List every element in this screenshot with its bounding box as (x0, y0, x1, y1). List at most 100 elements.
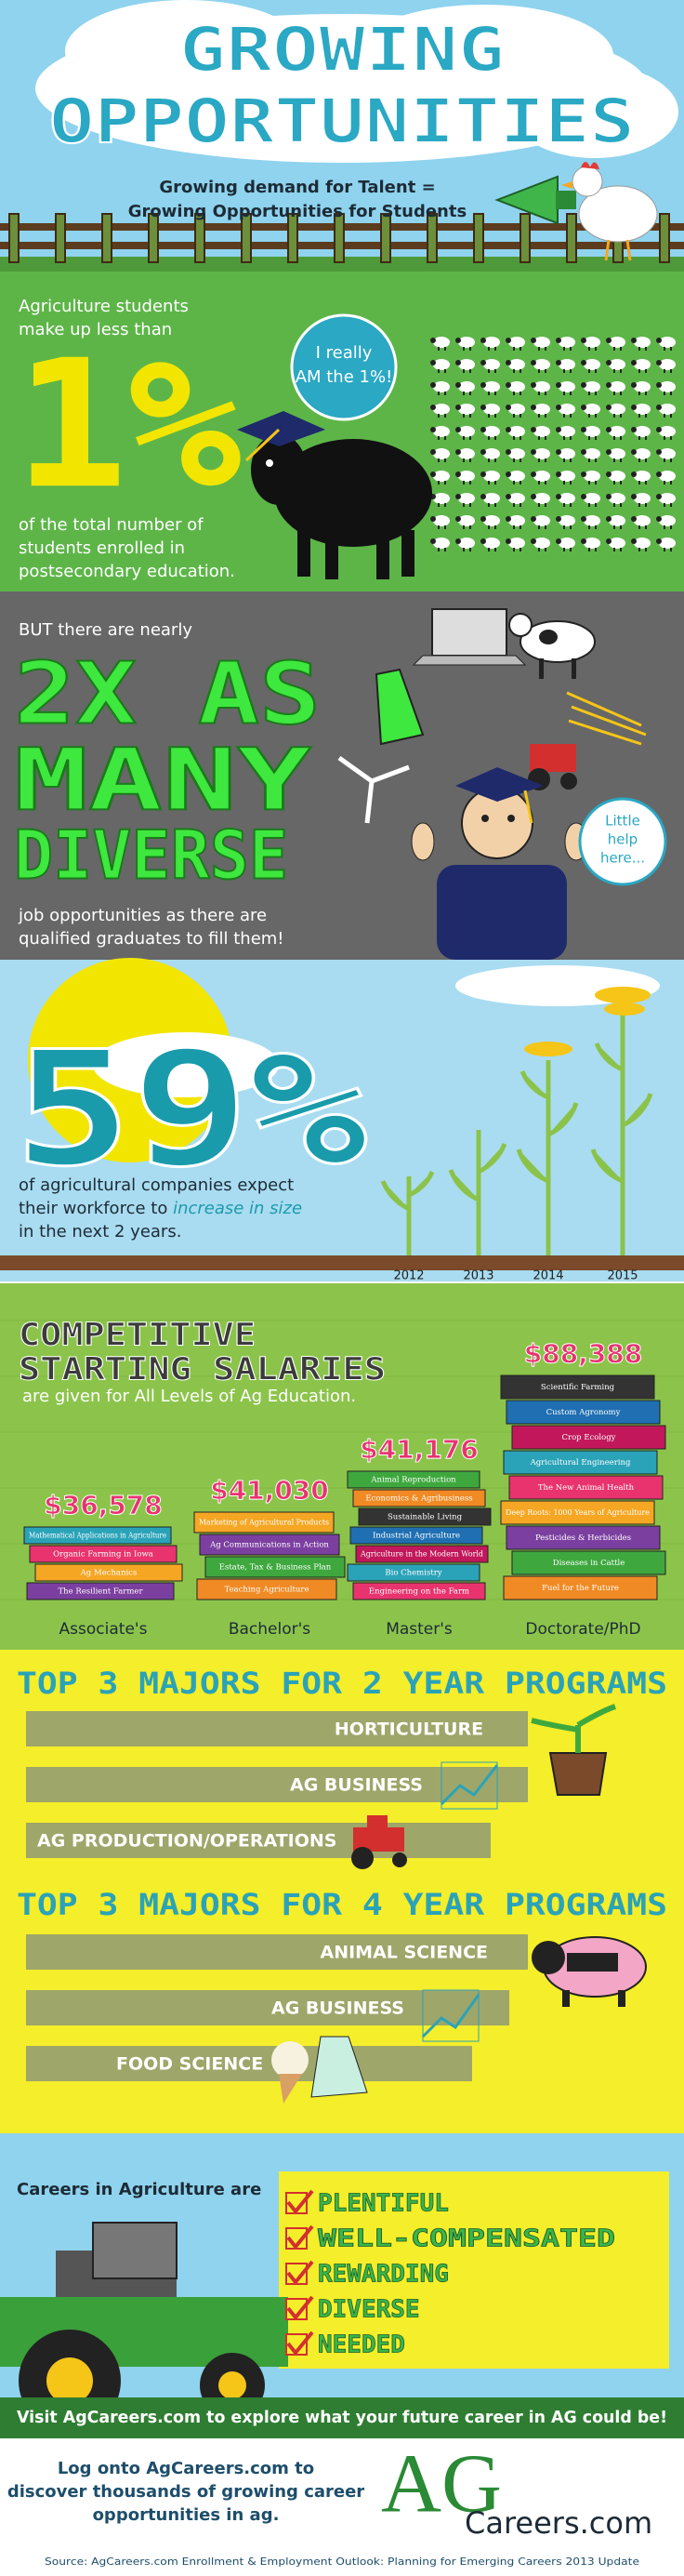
book (193, 1511, 335, 1534)
chart-icon-shape (422, 1989, 480, 2042)
header-section-shape (556, 191, 576, 209)
careers-item: NEEDED (318, 2331, 405, 2359)
book (355, 1545, 489, 1563)
food-icon-shape (279, 2074, 302, 2104)
diverse-section-shape (375, 668, 425, 746)
tractor-illustration (0, 2222, 288, 2432)
diverse-section-shape (431, 608, 507, 657)
one-percent-section-shape (290, 313, 398, 421)
logo-small: Careers.com (465, 2505, 652, 2541)
outro-line: job opportunities as there are (18, 906, 267, 925)
one-percent-section-shape (244, 428, 281, 462)
tractor-illustration-shape (46, 2357, 93, 2404)
growth-section-shape-shape (448, 1143, 507, 1202)
chart-icon (440, 1761, 499, 1810)
book (26, 1582, 175, 1600)
book (196, 1578, 337, 1600)
source: Source: AgCareers.com Enrollment & Emplo… (45, 2556, 639, 2568)
header-section-shape-shape (380, 213, 391, 263)
year-label: 2014 (533, 1269, 563, 1283)
diverse-section-shape (508, 613, 533, 637)
major-item: AG BUSINESS (271, 1998, 404, 2019)
book (506, 1400, 661, 1425)
salary: $41,176 (360, 1434, 479, 1465)
book (29, 1545, 178, 1563)
major-bar (26, 1990, 509, 2025)
title-line: GROWING (179, 14, 505, 86)
book-title: The Resilient Farmer (58, 1587, 143, 1597)
plant-icon (531, 1704, 616, 1796)
header-section-shape (581, 162, 599, 169)
diverse-section-shape (520, 620, 596, 663)
diverse-section-shape-shape (568, 719, 642, 746)
pig-icon-shape (618, 1990, 625, 2007)
growth-section: 59% of agricultural companies expect the… (0, 958, 684, 1283)
book-title: Estate, Tax & Business Plan (219, 1563, 332, 1573)
careers-item: DIVERSE (318, 2296, 420, 2324)
header-section-shape (604, 239, 611, 261)
one-percent-section-shape (401, 530, 414, 577)
careers-intro: Careers in Agriculture are (17, 2180, 261, 2199)
book (500, 1500, 655, 1525)
diverse-section-shape-shape (571, 705, 647, 737)
book-title: Agriculture in the Modern World (360, 1550, 483, 1560)
careers-section-shape (279, 2171, 669, 2369)
header-section-shape-shape (287, 213, 298, 263)
book (508, 1475, 664, 1500)
diverse-section-shape (523, 790, 533, 824)
header-section-shape-shape (55, 213, 66, 263)
header-section-shape-shape (473, 213, 484, 263)
growth-emphasis: increase in size (173, 1199, 302, 1218)
year-label: 2015 (607, 1269, 638, 1283)
salaries-title: COMPETITIVE (19, 1317, 256, 1354)
diverse-section-shape-shape (566, 691, 642, 727)
careers-item: PLENTIFUL (318, 2190, 449, 2218)
diverse-section-shape (539, 630, 558, 644)
footer-line: Log onto AgCareers.com to (58, 2459, 314, 2478)
header-section-shape (625, 239, 632, 261)
subtitle-line: Growing demand for Talent = (159, 178, 435, 197)
book-title: Animal Reproduction (370, 1476, 456, 1485)
growth-section-shape-shape (516, 1070, 579, 1184)
checkboxes-shape (286, 2189, 314, 2357)
salary: $88,388 (524, 1338, 643, 1369)
one-percent-section-shape (266, 459, 273, 467)
year-label: 2013 (463, 1269, 493, 1283)
book (204, 1556, 346, 1578)
tractor-illustration-shape (92, 2222, 178, 2279)
majors-section: TOP 3 MAJORS FOR 2 YEAR PROGRAMS HORTICU… (0, 1650, 684, 2133)
diverse-section-shape (481, 815, 489, 822)
book (511, 1550, 666, 1575)
book-title: Industrial Agriculture (373, 1532, 460, 1541)
diverse-section-shape (566, 691, 647, 746)
diverse-section-shape (411, 822, 435, 861)
footer-section-shape (0, 2438, 684, 2576)
book-title: Sustainable Living (388, 1513, 463, 1522)
plant-icon-shape (531, 1704, 616, 1753)
header-section-shape-shape (148, 213, 159, 263)
footer-line: discover thousands of growing career (7, 2482, 364, 2502)
header-section-shape-shape (520, 213, 531, 263)
book (23, 1526, 172, 1545)
book (503, 1450, 658, 1475)
major-bar (26, 1934, 528, 1970)
bubble-text: Little (605, 813, 640, 830)
book-title: Crop Ecology (562, 1433, 616, 1442)
book (506, 1525, 661, 1550)
header-section-shape (0, 257, 684, 272)
headline-line: MANY (14, 730, 312, 830)
chart-icon (421, 1989, 480, 2042)
book-title: The New Animal Health (538, 1483, 635, 1493)
level-label: Associate's (59, 1620, 148, 1639)
book-title: Marketing of Agricultural Products (199, 1519, 329, 1528)
growth-section-shape-shape (380, 1170, 435, 1212)
stat: 1% (14, 322, 242, 527)
salary: $36,578 (44, 1490, 163, 1520)
stat: 59% (14, 1017, 367, 1202)
book (349, 1526, 483, 1545)
diverse-section: Little help here... BUT there are nearly… (0, 591, 684, 960)
salaries-subtitle: are given for All Levels of Ag Education… (22, 1387, 356, 1406)
bubble-text: here... (600, 850, 645, 867)
